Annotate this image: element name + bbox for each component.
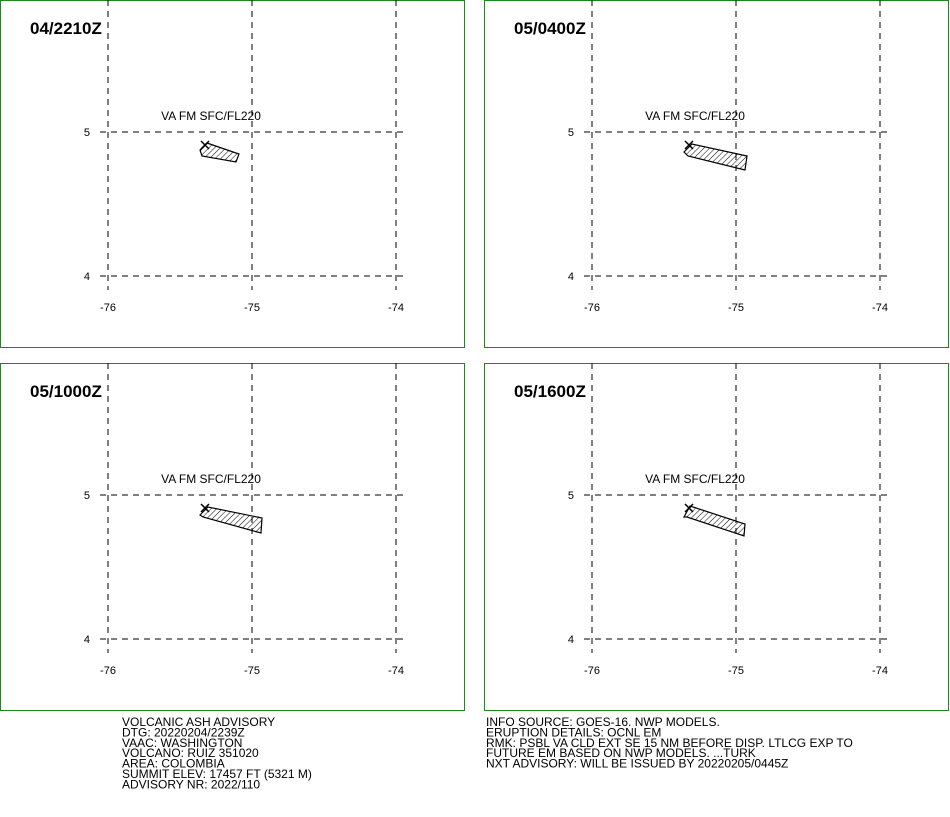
advisory-line: FUTURE EM BASED ON NWP MODELS. ...TURK <box>486 746 756 760</box>
advisory-line: AREA: COLOMBIA <box>122 757 225 771</box>
longitude-label: -76 <box>584 665 600 677</box>
longitude-label: -74 <box>872 302 888 314</box>
advisory-line: VAAC: WASHINGTON <box>122 736 242 750</box>
latitude-label: 4 <box>568 634 574 646</box>
longitude-label: -76 <box>584 302 600 314</box>
valid-time: 05/1600Z <box>514 382 586 401</box>
advisory-line: ERUPTION DETAILS: OCNL EM <box>486 725 661 739</box>
map-panel: -76 -75 -74 5 4 04/2210Z VA FM SFC/FL220 <box>0 0 465 348</box>
longitude-label: -74 <box>388 302 404 314</box>
layer-label: VA FM SFC/FL220 <box>645 472 745 486</box>
latitude-label: 5 <box>568 490 574 502</box>
volcano-mark <box>200 140 210 150</box>
longitude-label: -76 <box>100 665 116 677</box>
advisory-line: RMK: PSBL VA CLD EXT SE 15 NM BEFORE DIS… <box>486 736 853 750</box>
longitude-label: -75 <box>728 665 744 677</box>
latitude-label: 5 <box>568 127 574 139</box>
longitude-label: -74 <box>872 665 888 677</box>
advisory-line: NXT ADVISORY: WILL BE ISSUED BY 20220205… <box>486 757 788 771</box>
volcano-mark <box>684 140 694 150</box>
layer-label: VA FM SFC/FL220 <box>645 109 745 123</box>
map-panel: -76 -75 -74 5 4 05/1600Z VA FM SFC/FL220 <box>484 363 949 711</box>
valid-time: 05/0400Z <box>514 19 586 38</box>
latitude-label: 4 <box>84 634 90 646</box>
advisory-line: SUMMIT ELEV: 17457 FT (5321 M) <box>122 767 312 781</box>
panel-frame <box>0 0 465 348</box>
advisory-line: ADVISORY NR: 2022/110 <box>122 777 260 791</box>
ash-cloud <box>683 143 748 171</box>
longitude-label: -75 <box>244 665 260 677</box>
volcano-mark <box>200 503 210 513</box>
map-panel: -76 -75 -74 5 4 05/0400Z VA FM SFC/FL220 <box>484 0 949 348</box>
valid-time: 05/1000Z <box>30 382 102 401</box>
longitude-label: -74 <box>388 665 404 677</box>
layer-label: VA FM SFC/FL220 <box>161 472 261 486</box>
advisory-line: INFO SOURCE: GOES-16. NWP MODELS. <box>486 715 720 729</box>
advisory-line: VOLCANIC ASH ADVISORY <box>122 715 275 729</box>
ash-cloud <box>199 506 263 534</box>
panel-frame <box>484 0 949 348</box>
longitude-label: -75 <box>728 302 744 314</box>
valid-time: 04/2210Z <box>30 19 102 38</box>
volcano-mark <box>684 503 694 513</box>
longitude-label: -76 <box>100 302 116 314</box>
panel-frame <box>0 363 465 711</box>
latitude-label: 5 <box>84 127 90 139</box>
layer-label: VA FM SFC/FL220 <box>161 109 261 123</box>
map-panel: -76 -75 -74 5 4 05/1000Z VA FM SFC/FL220 <box>0 363 465 711</box>
panel-frame <box>484 363 949 711</box>
advisory-line: DTG: 20220204/2239Z <box>122 725 245 739</box>
latitude-label: 4 <box>84 271 90 283</box>
advisory-line: VOLCANO: RUIZ 351020 <box>122 746 259 760</box>
longitude-label: -75 <box>244 302 260 314</box>
latitude-label: 5 <box>84 490 90 502</box>
latitude-label: 4 <box>568 271 574 283</box>
